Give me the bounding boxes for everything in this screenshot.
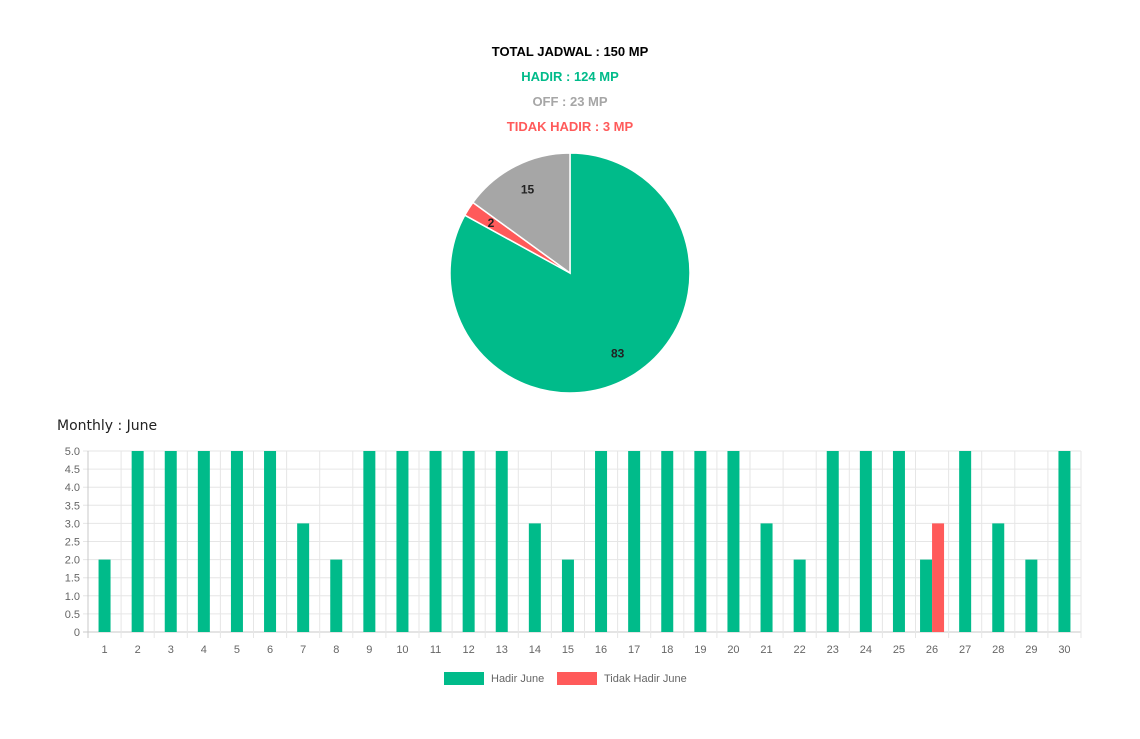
y-tick-label: 1.0 [65,591,80,603]
x-tick-label: 29 [1025,644,1037,656]
x-tick-label: 26 [926,644,938,656]
legend-swatch-hadir[interactable] [444,672,484,685]
bar-hadir-day-14 [528,523,541,632]
y-tick-label: 0.5 [65,609,80,621]
bar-hadir-day-19 [694,451,707,632]
x-tick-label: 21 [760,644,772,656]
y-tick-label: 4.5 [65,464,80,476]
x-tick-label: 27 [959,644,971,656]
x-tick-label: 16 [595,644,607,656]
bar-hadir-day-6 [264,451,277,632]
y-tick-label: 2.5 [65,537,80,549]
x-tick-label: 6 [267,644,273,656]
x-tick-label: 19 [694,644,706,656]
x-tick-label: 14 [529,644,541,656]
y-tick-label: 5.0 [65,446,80,458]
bar-hadir-day-2 [131,451,144,632]
bar-hadir-day-5 [230,451,243,632]
summary-tidak-hadir-label: TIDAK HADIR : 3 MP [506,119,634,134]
x-tick-label: 8 [333,644,339,656]
x-tick-label: 15 [562,644,574,656]
bar-hadir-day-8 [330,559,343,632]
x-tick-label: 9 [366,644,372,656]
bar-hadir-day-23 [826,451,839,632]
x-tick-label: 3 [168,644,174,656]
x-tick-label: 20 [727,644,739,656]
bar-hadir-day-28 [992,523,1005,632]
x-tick-label: 23 [827,644,839,656]
bar-hadir-day-1 [98,559,111,632]
summary-off-label: OFF : 23 MP [532,94,608,109]
bar-hadir-day-26 [920,559,933,632]
y-tick-label: 2.0 [65,555,80,567]
x-tick-label: 4 [201,644,207,656]
x-tick-label: 11 [430,644,441,656]
legend-label-tidak-hadir[interactable]: Tidak Hadir June [604,673,687,685]
bar-hadir-day-15 [561,559,574,632]
x-tick-label: 1 [101,644,107,656]
y-tick-label: 4.0 [65,482,80,494]
bar-hadir-day-22 [793,559,806,632]
bar-hadir-day-27 [959,451,972,632]
summary-total-label: TOTAL JADWAL : 150 MP [491,44,649,59]
y-tick-label: 3.5 [65,500,80,512]
x-tick-label: 25 [893,644,905,656]
bar-hadir-day-29 [1025,559,1038,632]
legend-label-hadir[interactable]: Hadir June [491,673,544,685]
bar-hadir-day-20 [727,451,740,632]
x-tick-label: 30 [1058,644,1070,656]
bar-hadir-day-30 [1058,451,1071,632]
bar-hadir-day-7 [297,523,310,632]
legend-swatch-tidak-hadir[interactable] [557,672,597,685]
x-tick-label: 2 [135,644,141,656]
bar-hadir-day-10 [396,451,409,632]
x-tick-label: 13 [496,644,508,656]
y-tick-label: 1.5 [65,573,80,585]
monthly-title: Monthly : June [57,418,158,434]
x-tick-label: 22 [794,644,806,656]
bar-hadir-day-4 [197,451,210,632]
x-tick-label: 24 [860,644,872,656]
bar-tidak-hadir-day-26 [932,523,945,632]
summary-hadir-label: HADIR : 124 MP [521,69,619,84]
bar-hadir-day-17 [628,451,641,632]
bar-hadir-day-13 [495,451,508,632]
y-tick-label: 0 [74,627,80,639]
x-tick-label: 28 [992,644,1004,656]
bar-hadir-day-3 [164,451,177,632]
x-tick-label: 7 [300,644,306,656]
x-tick-label: 10 [396,644,408,656]
x-tick-label: 18 [661,644,673,656]
bar-hadir-day-11 [429,451,442,632]
bar-hadir-day-25 [892,451,905,632]
bar-hadir-day-16 [595,451,608,632]
bar-hadir-day-18 [661,451,674,632]
x-tick-label: 12 [463,644,475,656]
bar-hadir-day-21 [760,523,773,632]
bar-hadir-day-12 [462,451,475,632]
bar-hadir-day-24 [859,451,872,632]
x-tick-label: 5 [234,644,240,656]
bar-hadir-day-9 [363,451,376,632]
y-tick-label: 3.0 [65,518,80,530]
x-tick-label: 17 [628,644,640,656]
